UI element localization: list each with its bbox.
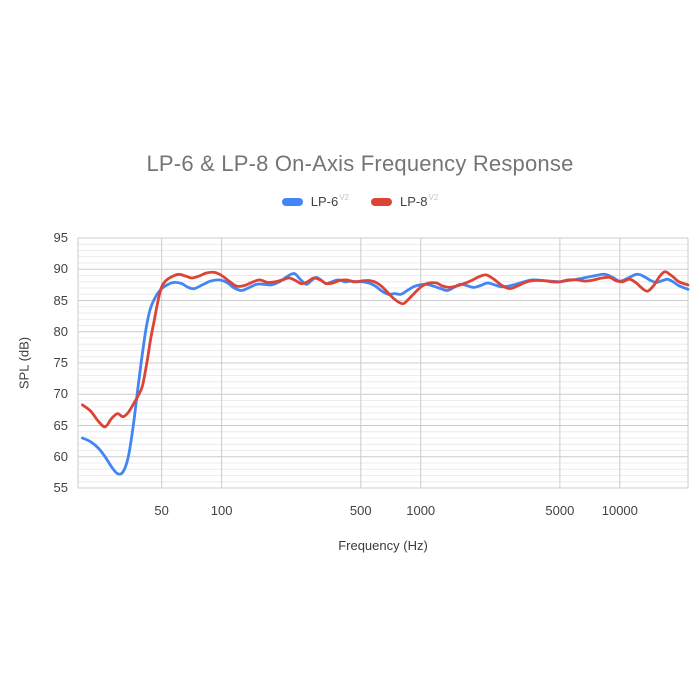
y-tick-label: 80 <box>53 323 68 339</box>
chart-title: LP-6 & LP-8 On-Axis Frequency Response <box>146 151 574 176</box>
lp8-series-label: LP-8 <box>400 194 428 209</box>
lp6-series-swatch <box>281 198 303 206</box>
x-tick-label: 100 <box>210 503 233 518</box>
y-tick-label: 75 <box>53 355 68 370</box>
y-tick-label: 95 <box>53 230 68 245</box>
lp6-series-label: LP-6 <box>310 194 339 209</box>
y-tick-label: 85 <box>53 292 68 308</box>
y-tick-label: 55 <box>53 480 68 495</box>
series-line-lp-8 <box>81 270 690 429</box>
x-tick-label: 50 <box>154 503 169 518</box>
legend-item-lp6: LP-6 V2 <box>281 193 349 210</box>
y-tick-label: 70 <box>53 386 68 402</box>
y-tick-label: 65 <box>53 417 68 433</box>
x-tick-label: 1000 <box>406 503 436 518</box>
y-tick-label: 90 <box>53 261 68 277</box>
y-tick-label: 60 <box>53 448 68 464</box>
lp8-version-superscript: V2 <box>428 193 439 202</box>
lp8-series-swatch <box>371 198 392 206</box>
x-tick-label: 500 <box>349 503 372 518</box>
x-tick-label: 5000 <box>545 503 575 518</box>
lp6-version-superscript: V2 <box>339 193 349 202</box>
x-axis-title: Frequency (Hz) <box>338 538 428 553</box>
x-tick-label: 10000 <box>601 503 638 518</box>
legend: LP-6 V2 LP-8 V2 <box>20 193 700 210</box>
legend-item-lp8: LP-8 V2 <box>371 193 439 210</box>
